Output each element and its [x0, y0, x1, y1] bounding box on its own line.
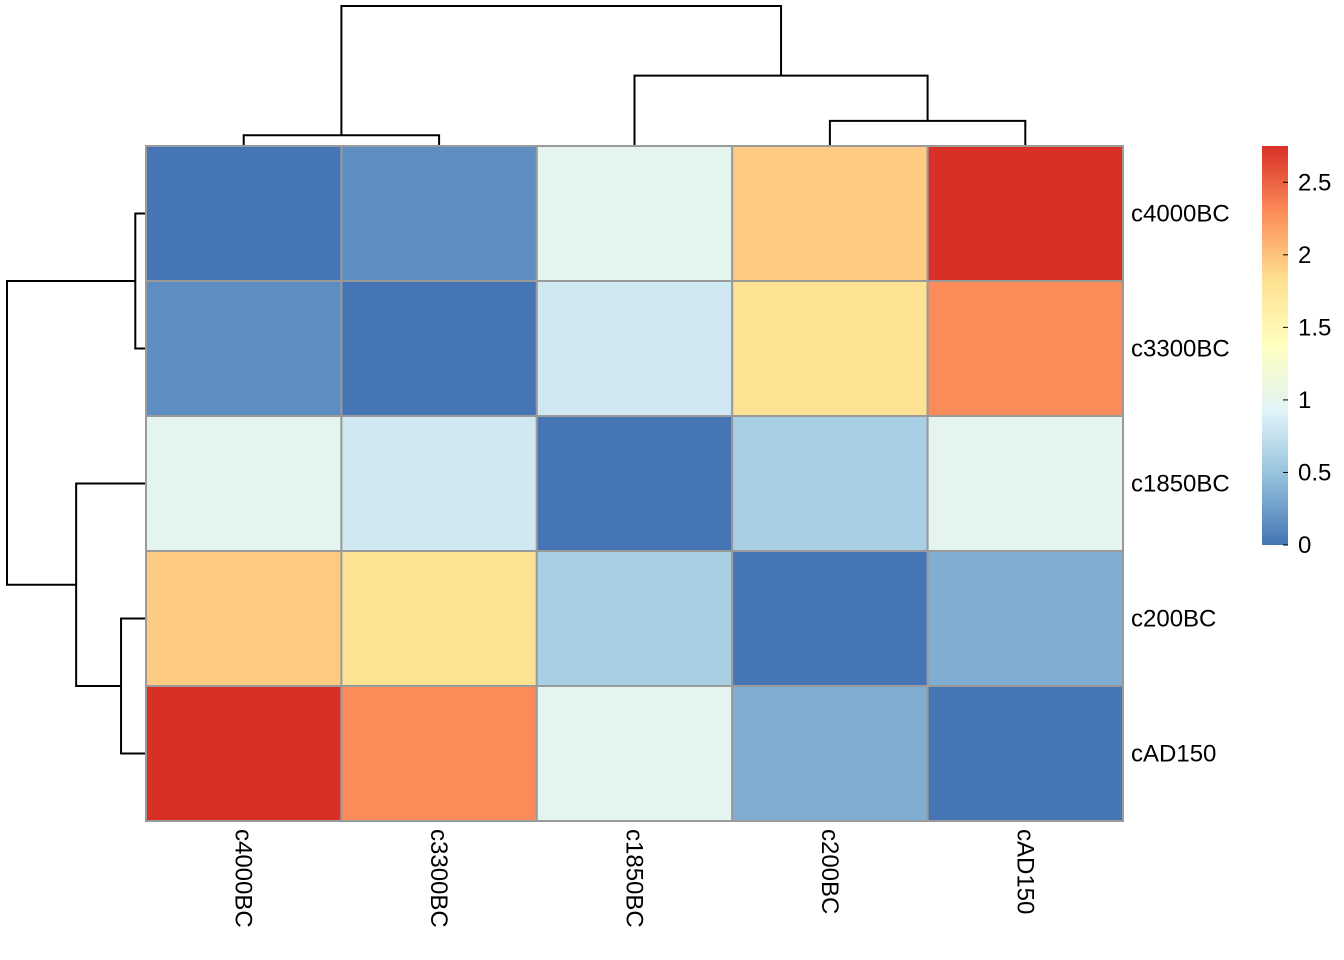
- color-legend: 0 0.5 1 1.5 2 2.5: [1262, 146, 1331, 559]
- dendrogram-branch: [134, 212, 146, 350]
- row-label: cAD150: [1131, 741, 1216, 768]
- heatmap-cell-c4000BC-c3300BC: [340, 145, 538, 282]
- column-label: cAD150: [1011, 829, 1038, 914]
- heatmap-cell-c3300BC-c1850BC: [535, 280, 734, 417]
- column-label: c1850BC: [621, 829, 648, 928]
- color-legend-bar: [1262, 146, 1288, 545]
- heatmap-cell-cAD150-c200BC: [731, 685, 929, 822]
- legend-tick-label: 0: [1298, 532, 1311, 559]
- dendrogram-branch: [242, 134, 441, 146]
- column-dendrogram: [242, 5, 1027, 146]
- heatmap-cell-cAD150-c3300BC: [340, 685, 538, 822]
- heatmap-cell-c200BC-c4000BC: [145, 550, 343, 687]
- heatmap-cell-c1850BC-cAD150: [926, 415, 1124, 552]
- heatmap-cell-cAD150-cAD150: [926, 685, 1124, 822]
- heatmap-cells: [145, 145, 1124, 822]
- row-label: c3300BC: [1131, 336, 1230, 363]
- dendrogram-branch: [75, 482, 146, 687]
- dendrogram-branch: [828, 119, 1027, 146]
- heatmap-cell-c1850BC-c1850BC: [535, 415, 734, 552]
- heatmap-cell-c3300BC-c3300BC: [340, 280, 538, 417]
- heatmap-cell-c1850BC-c200BC: [731, 415, 929, 552]
- heatmap-cell-c1850BC-c3300BC: [340, 415, 538, 552]
- legend-tick-label: 1.5: [1298, 314, 1331, 341]
- row-labels: c4000BC c3300BC c1850BC c200BC cAD150: [1131, 201, 1230, 768]
- heatmap-cell-c200BC-cAD150: [926, 550, 1124, 687]
- dendrogram-branch: [340, 5, 783, 136]
- heatmap-cell-c200BC-c200BC: [731, 550, 929, 687]
- legend-tick-label: 0.5: [1298, 459, 1331, 486]
- legend-tick-label: 2.5: [1298, 169, 1331, 196]
- legend-tick-label: 1: [1298, 387, 1311, 414]
- column-labels: c4000BC c3300BC c1850BC c200BC cAD150: [230, 829, 1039, 928]
- dendrogram-branch: [633, 74, 929, 146]
- heatmap-cell-c4000BC-c4000BC: [145, 145, 343, 282]
- column-label: c4000BC: [230, 829, 257, 928]
- color-legend-ticks: 0 0.5 1 1.5 2 2.5: [1283, 169, 1331, 559]
- row-label: c4000BC: [1131, 201, 1230, 228]
- row-label: c200BC: [1131, 606, 1216, 633]
- legend-tick-label: 2: [1298, 242, 1311, 269]
- heatmap-cell-c1850BC-c4000BC: [145, 415, 343, 552]
- dendrogram-branch: [6, 280, 136, 586]
- heatmap-cell-c4000BC-c1850BC: [535, 145, 734, 282]
- heatmap-cell-c200BC-c3300BC: [340, 550, 538, 687]
- row-dendrogram: [6, 212, 146, 755]
- heatmap-cell-cAD150-c1850BC: [535, 685, 734, 822]
- heatmap-cell-c3300BC-c4000BC: [145, 280, 343, 417]
- heatmap-cell-c4000BC-cAD150: [926, 145, 1124, 282]
- column-label: c200BC: [816, 829, 843, 914]
- row-label: c1850BC: [1131, 471, 1230, 498]
- heatmap-cell-c200BC-c1850BC: [535, 550, 734, 687]
- dendrogram-branch: [120, 617, 146, 755]
- heatmap-cell-c4000BC-c200BC: [731, 145, 929, 282]
- column-label: c3300BC: [425, 829, 452, 928]
- heatmap-cell-cAD150-c4000BC: [145, 685, 343, 822]
- heatmap-cell-c3300BC-c200BC: [731, 280, 929, 417]
- heatmap-cell-c3300BC-cAD150: [926, 280, 1124, 417]
